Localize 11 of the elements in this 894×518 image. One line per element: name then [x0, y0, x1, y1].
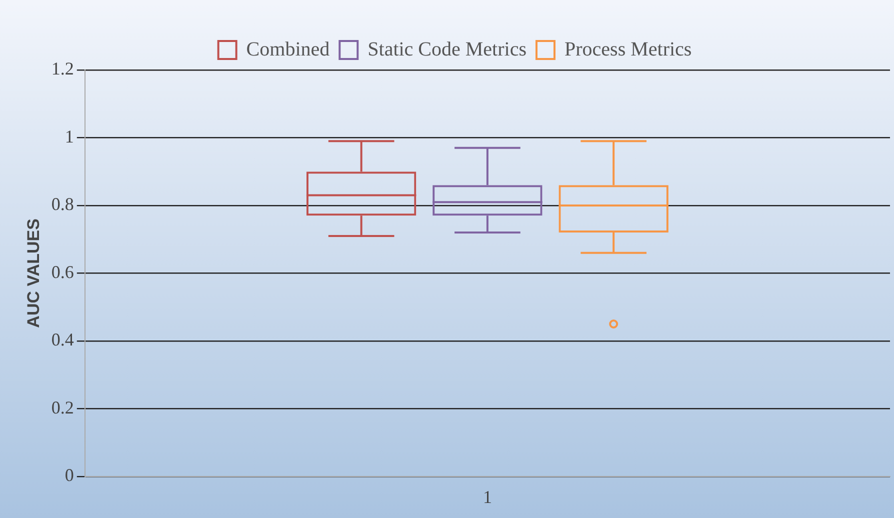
y-tick-label: 0	[64, 465, 74, 486]
y-tick-label: 0.8	[51, 194, 74, 214]
y-tick-label: 0.2	[51, 397, 74, 418]
legend-label: Static Code Metrics	[368, 38, 527, 60]
y-tick-label: 1.2	[51, 58, 74, 79]
y-tick-label: 0.6	[51, 262, 74, 282]
y-tick-label: 0.4	[51, 330, 74, 350]
y-tick-label: 1	[64, 126, 74, 146]
y-axis-title: AUC VALUES	[24, 218, 43, 328]
legend-label: Combined	[246, 38, 330, 60]
legend-label: Process Metrics	[564, 38, 692, 60]
